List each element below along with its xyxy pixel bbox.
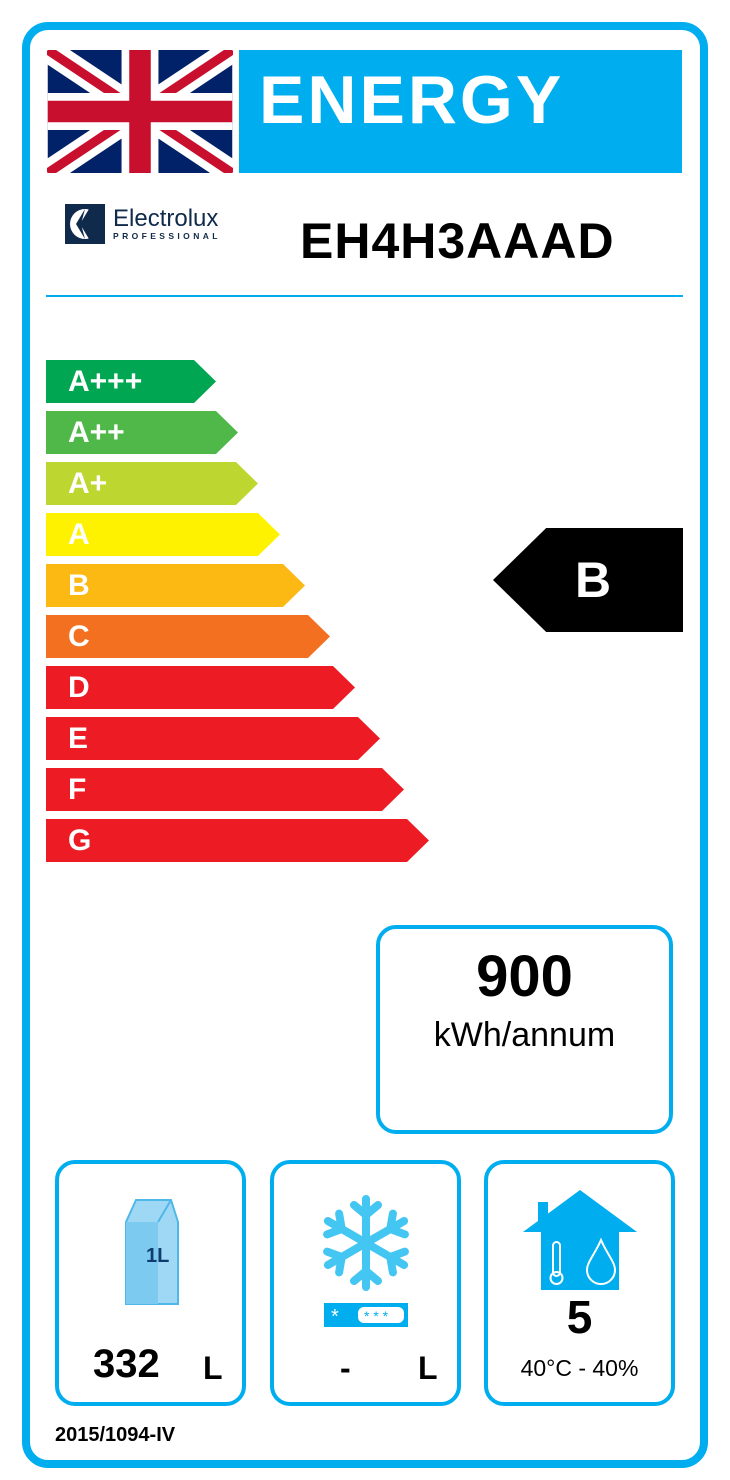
energy-title: ENERGY [239, 50, 682, 173]
svg-text:*: * [331, 1306, 339, 1327]
brand-logo: Electrolux PROFESSIONAL [65, 204, 221, 244]
climate-conditions: 40°C - 40% [520, 1355, 639, 1381]
energy-class-bar: A+ [46, 462, 258, 505]
energy-class-bar: E [46, 717, 380, 760]
milk-carton-icon: 1L [124, 1199, 179, 1305]
freezer-unit: L [418, 1350, 438, 1386]
consumption-unit: kWh/annum [433, 1016, 616, 1054]
consumption-box: 900 kWh/annum [376, 925, 673, 1134]
storage-unit: L [203, 1350, 223, 1386]
house-climate-icon [522, 1190, 637, 1290]
energy-class-bar: G [46, 819, 429, 862]
model-number: EH4H3AAAD [300, 213, 615, 269]
energy-class-bar: D [46, 666, 355, 709]
climate-box: 5 40°C - 40% [484, 1160, 675, 1406]
svg-text:1L: 1L [146, 1245, 169, 1267]
energy-class-bar: A+++ [46, 360, 216, 403]
brand-sub: PROFESSIONAL [113, 231, 221, 241]
union-jack-flag-icon [47, 50, 233, 173]
divider [46, 295, 683, 297]
svg-text:* * *: * * * [364, 1308, 389, 1324]
energy-class-bar: C [46, 615, 330, 658]
energy-class-bar: B [46, 564, 305, 607]
regulation-reference: 2015/1094-IV [55, 1424, 176, 1446]
storage-value: 332 [93, 1342, 160, 1386]
storage-box: 1L 332 L [55, 1160, 246, 1406]
freezer-star-rating-icon: * * * * [323, 1303, 408, 1328]
label-frame [22, 22, 708, 1468]
freezer-value: - [340, 1350, 351, 1386]
freezer-box: * * * * - L [270, 1160, 461, 1406]
brand-name: Electrolux [113, 205, 219, 232]
climate-class: 5 [566, 1291, 593, 1343]
consumption-value: 900 [476, 944, 573, 1009]
electrolux-logo-icon [65, 204, 105, 244]
energy-class-bar: A++ [46, 411, 238, 454]
energy-class-bar: F [46, 768, 404, 811]
snowflake-icon [316, 1195, 416, 1298]
energy-class-bar: A [46, 513, 280, 556]
